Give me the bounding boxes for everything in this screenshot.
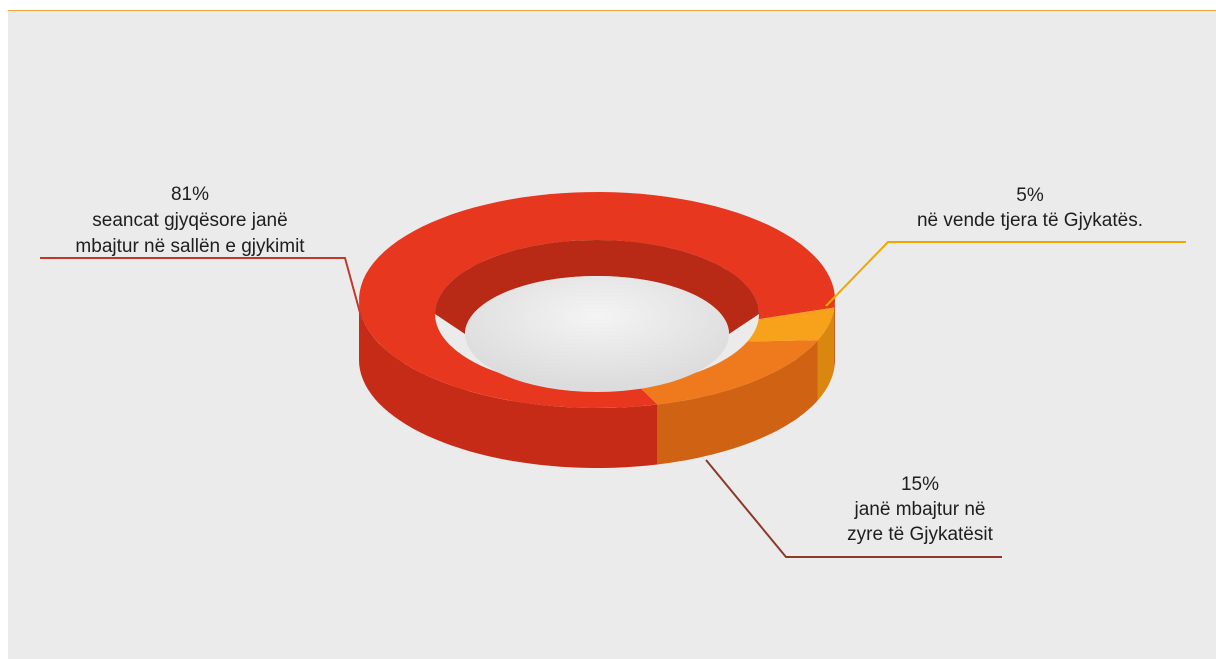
slice-1 <box>359 192 835 408</box>
leader-line-3 <box>825 241 1186 307</box>
slice-side-1 <box>834 300 835 368</box>
slice-description-1-line-1: seancat gjyqësore janë <box>92 210 287 231</box>
leader-lines <box>40 241 1186 558</box>
slice-description-2-line-1: janë mbajtur në <box>854 499 986 520</box>
slice-percent-label-2: 15% <box>901 474 939 495</box>
slice-labels: 81% seancat gjyqësore janë mbajtur në sall… <box>75 184 1143 545</box>
slice-percent-label-3: 5% <box>1016 185 1044 206</box>
leader-line-1 <box>40 257 363 321</box>
donut-group <box>359 192 835 468</box>
hole-inner-wall <box>435 240 759 334</box>
slice-description-2-line-2: zyre të Gjykatësit <box>847 524 993 545</box>
slice-description-3-line-1: në vende tjera të Gjykatës. <box>917 210 1143 231</box>
slice-side-1 <box>359 300 658 468</box>
slice-3 <box>747 307 835 342</box>
slice-2 <box>638 340 818 405</box>
leader-line-2 <box>705 459 1002 558</box>
slice-side-2 <box>657 340 818 465</box>
donut-hole <box>465 276 729 392</box>
slice-description-1-line-2: mbajtur në sallën e gjykimit <box>75 236 305 257</box>
slice-percent-label-1: 81% <box>171 184 209 205</box>
slice-side-3 <box>817 307 835 401</box>
